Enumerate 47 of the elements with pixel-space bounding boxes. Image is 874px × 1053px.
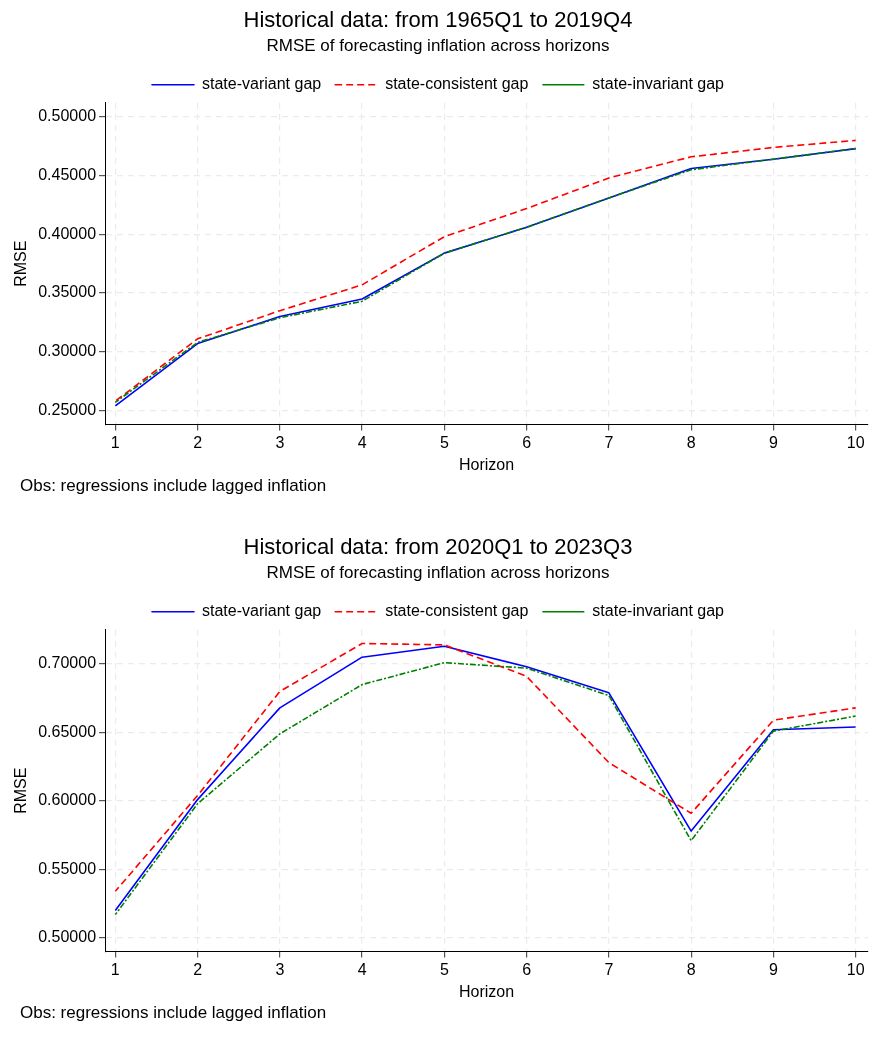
chart-subtitle: RMSE of forecasting inflation across horizons xyxy=(266,36,610,56)
x-tick-label: 5 xyxy=(439,960,449,978)
x-tick-label: 8 xyxy=(686,433,696,451)
y-tick-label: 0.25000 xyxy=(38,400,97,418)
y-tick-label: 0.45000 xyxy=(38,166,97,184)
x-tick-label: 9 xyxy=(768,433,778,451)
y-axis-title: RMSE xyxy=(12,240,30,287)
x-tick-label: 2 xyxy=(193,433,203,451)
legend-label: state-variant gap xyxy=(202,602,322,620)
text: Obs: regressions include lagged inflation xyxy=(20,1002,328,1024)
chart-subtitle: RMSE of forecasting inflation across horizons xyxy=(266,563,610,583)
y-tick-label: 0.30000 xyxy=(38,342,97,360)
legend-label: state-invariant gap xyxy=(592,75,725,93)
x-axis-title: Horizon xyxy=(458,455,515,473)
y-tick-label: 0.35000 xyxy=(38,283,97,301)
y-tick-label: 0.65000 xyxy=(38,722,97,740)
text: Obs: regressions include lagged inflation xyxy=(20,475,328,497)
x-tick-label: 4 xyxy=(357,433,367,451)
y-tick-label: 0.55000 xyxy=(38,859,97,877)
x-tick-label: 1 xyxy=(110,433,120,451)
x-axis-title: Horizon xyxy=(458,982,515,1000)
y-tick-label: 0.70000 xyxy=(38,654,97,672)
x-tick-label: 7 xyxy=(604,960,614,978)
x-tick-label: 7 xyxy=(604,433,614,451)
x-tick-label: 4 xyxy=(357,960,367,978)
x-tick-label: 3 xyxy=(275,960,285,978)
y-tick-label: 0.50000 xyxy=(38,107,97,125)
x-tick-label: 3 xyxy=(275,433,285,451)
x-tick-label: 9 xyxy=(768,960,778,978)
y-tick-label: 0.50000 xyxy=(38,928,97,946)
chart-title: Historical data: from 1965Q1 to 2019Q4 xyxy=(243,7,633,33)
x-tick-label: 1 xyxy=(110,960,120,978)
x-tick-label: 10 xyxy=(846,960,865,978)
x-tick-label: 2 xyxy=(193,960,203,978)
y-tick-label: 0.60000 xyxy=(38,791,97,809)
x-tick-label: 6 xyxy=(522,433,532,451)
x-tick-label: 10 xyxy=(846,433,865,451)
y-tick-label: 0.40000 xyxy=(38,224,97,242)
x-tick-label: 6 xyxy=(522,960,532,978)
legend-label: state-variant gap xyxy=(202,75,322,93)
x-tick-label: 5 xyxy=(439,433,449,451)
chart-title: Historical data: from 2020Q1 to 2023Q3 xyxy=(243,534,633,560)
x-tick-label: 8 xyxy=(686,960,696,978)
legend-label: state-consistent gap xyxy=(385,602,529,620)
legend-label: state-consistent gap xyxy=(385,75,529,93)
y-axis-title: RMSE xyxy=(12,767,30,814)
legend-label: state-invariant gap xyxy=(592,602,725,620)
